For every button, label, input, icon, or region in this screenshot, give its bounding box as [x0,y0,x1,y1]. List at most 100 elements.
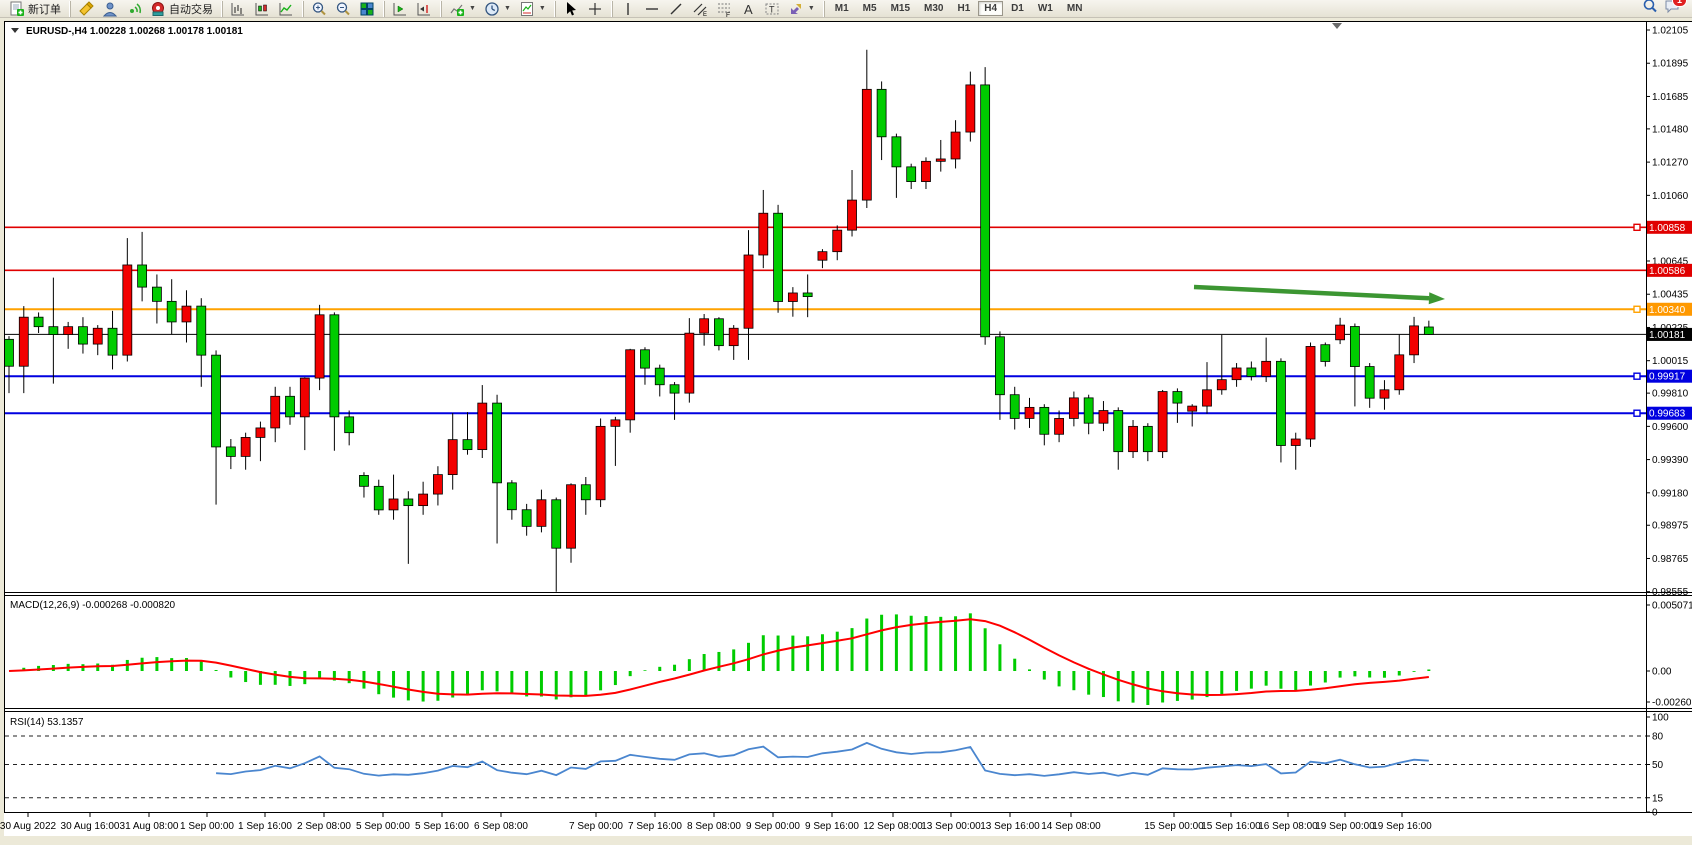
candle-bullish [950,131,961,160]
candle-bearish [1423,326,1434,335]
candle-bullish [728,327,739,347]
hline-handle[interactable] [1633,223,1641,232]
toolbar-group [222,0,301,18]
candle-bearish [137,264,148,288]
timeframe-h4-button[interactable]: H4 [978,1,1004,16]
chevron-down-icon[interactable]: ▼ [538,5,546,12]
candle-bullish [817,251,828,261]
fibonacci-button[interactable]: F [712,0,736,18]
button-label: 自动交易 [169,3,213,16]
candle-bullish [270,395,281,429]
time-tick-label: 8 Sep 08:00 [687,821,741,832]
styler-button[interactable] [74,0,98,18]
chevron-down-icon[interactable]: ▼ [469,5,476,12]
candle-bearish [876,88,887,138]
candle-bullish [684,332,695,394]
timeframe-h1-button[interactable]: H1 [957,3,971,14]
candle-bullish [299,377,310,418]
candle-bullish [1054,418,1064,435]
signal-button[interactable] [122,0,146,18]
chevron-down-icon[interactable]: ▼ [807,5,815,12]
price-tick-label: 1.00645 [1652,257,1689,268]
channel-icon: E [693,3,707,17]
text-label-button[interactable]: T [760,0,784,18]
templates-button[interactable]: ▼ [515,0,550,18]
autotrade-button[interactable]: 自动交易 [146,0,217,18]
indicators-button[interactable]: ▼ [445,0,480,18]
tile-windows-button[interactable] [355,0,379,18]
trend-arrow[interactable] [1193,284,1445,305]
candle-bullish [847,199,857,231]
chart-candles-button[interactable] [250,0,274,18]
hline-handle[interactable] [1633,305,1641,313]
timeframe-mn-button[interactable]: MN [1066,3,1083,14]
hline-handle[interactable] [1633,409,1641,417]
candle-bearish [48,326,59,335]
channel-button[interactable]: E [688,0,712,18]
chart-title: EURUSD-,H4 1.00228 1.00268 1.00178 1.001… [26,26,243,37]
candle-bearish [107,327,118,356]
hline-button[interactable] [640,0,664,18]
chevron-down-icon[interactable]: ▼ [503,5,511,12]
text-icon: A [744,2,753,17]
crosshair-button[interactable] [583,0,607,18]
arrow-shaft[interactable] [1193,284,1430,301]
notification-badge: 1 [1671,0,1687,7]
zoom-out-button[interactable] [331,0,355,18]
price-badge-text: 1.00858 [1649,223,1686,234]
timeframe-m5-button[interactable]: M5 [862,3,877,14]
candle-bearish [33,316,44,328]
candle-bearish [211,354,221,448]
price-badge [1647,406,1692,420]
timeframe-m30-button[interactable]: M30 [924,3,944,14]
timeframe-m15-button[interactable]: M15 [890,3,911,14]
chart-shift-button[interactable] [412,0,436,18]
candle-bearish [78,326,88,345]
chat-button[interactable]: 1 [1664,0,1687,19]
candle-bullish [122,264,133,356]
chart-line-button[interactable] [274,0,298,18]
candle-bearish [891,136,902,168]
candle-bullish [921,160,931,182]
price-tick-label: 1.02105 [1652,26,1689,37]
candle-bullish [181,305,192,323]
price-axis[interactable]: 1.02105 1.01895 1.01685 1.01480 1.01270 1.010… [1646,26,1692,599]
periods-button[interactable]: ▼ [480,0,515,18]
timeframe-group: M1 M5 M15 M30 H1 H4 D1 W1 MN [823,0,1093,17]
price-tick-label: 1.01270 [1652,158,1689,169]
trendline-button[interactable] [664,0,688,18]
price-badge [1647,302,1692,316]
timeframe-d1-button[interactable]: D1 [1011,3,1024,14]
candle-bullish [787,292,798,302]
macd-tick-label: 0.005071 [1652,601,1692,612]
candle-bullish [1305,346,1316,440]
new-order-button[interactable]: 新订单 [5,0,65,18]
chart-background [4,21,1692,836]
toolbar-group: E F A T ▼ [611,0,822,18]
styler-icon [79,0,94,16]
vline-icon [627,2,629,15]
candle-bearish [995,336,1005,396]
price-tick-label: 1.01685 [1652,92,1689,103]
search-button[interactable] [1642,0,1658,19]
arrows-button[interactable]: ▼ [784,0,819,18]
chart-bars-button[interactable] [226,0,250,18]
zoom-in-button[interactable] [307,0,331,18]
current-price-badge [1647,327,1692,341]
vline-button[interactable] [616,0,640,18]
timeframe-w1-button[interactable]: W1 [1037,3,1053,14]
cursor-button[interactable] [559,0,583,18]
candle-bullish [1128,425,1138,453]
candle-bearish [1320,344,1331,362]
profile-button[interactable] [98,0,122,18]
arrow-head-icon[interactable] [1428,292,1445,305]
auto-scroll-button[interactable] [388,0,412,18]
timeframe-m1-button[interactable]: M1 [834,3,849,14]
time-axis[interactable]: 30 Aug 2022 30 Aug 16:00 31 Aug 08:00 1 Sep… [0,813,1432,832]
hline-handle[interactable] [1633,372,1641,380]
text-button[interactable]: A [736,0,760,18]
trendline-icon [670,3,682,14]
collapse-triangle-icon[interactable] [11,28,19,33]
macd-tick-label: 0.00 [1652,667,1672,678]
chart-shift-marker-icon[interactable] [1332,23,1342,29]
